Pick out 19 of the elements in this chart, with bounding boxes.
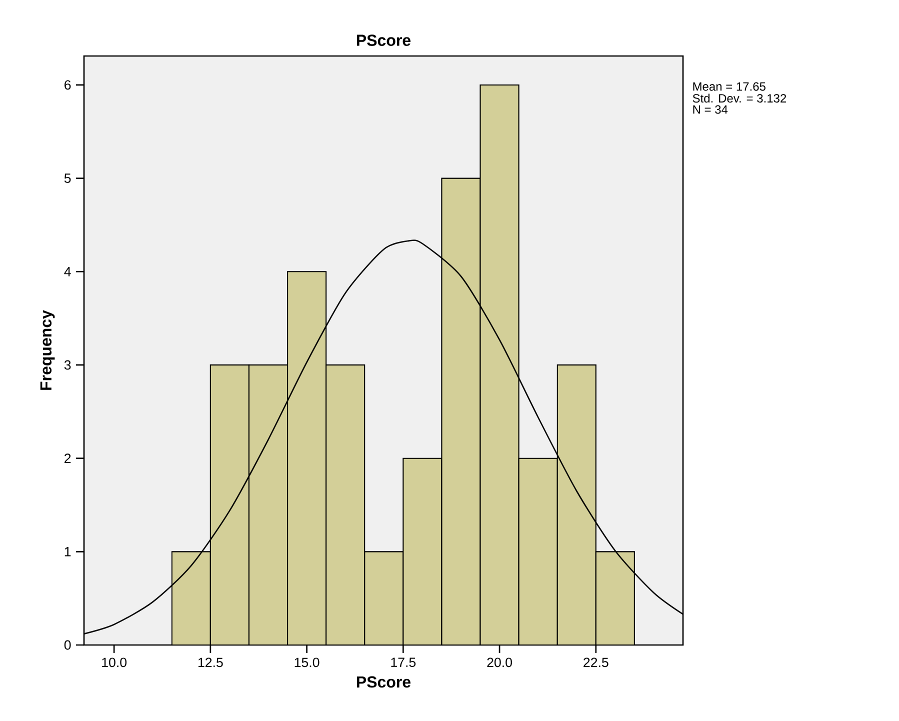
y-tick-label: 3 (64, 360, 71, 370)
x-tick-label: 17.5 (391, 658, 416, 668)
x-tick-label: 20.0 (487, 658, 512, 668)
chart-title: PScore (357, 34, 411, 46)
x-axis-title: PScore (357, 676, 411, 688)
y-axis-title: Frequency (40, 310, 55, 390)
text: Std. Dev. = 3.132 (692, 94, 786, 103)
x-tick-label: 15.0 (294, 658, 320, 668)
y-tick-label: 6 (64, 80, 71, 90)
y-tick-label: 5 (64, 174, 71, 183)
x-tick-label: 12.5 (198, 658, 223, 668)
y-tick-label: 4 (64, 267, 71, 276)
text: N = 34 (693, 105, 728, 114)
text: Mean = 17.65 (693, 82, 766, 91)
y-tick-label: 1 (64, 547, 71, 556)
x-tick-label: 22.5 (584, 658, 608, 668)
y-tick-label: 2 (64, 454, 71, 463)
y-tick-label: 0 (64, 640, 71, 650)
x-tick-label: 10.0 (102, 658, 127, 668)
